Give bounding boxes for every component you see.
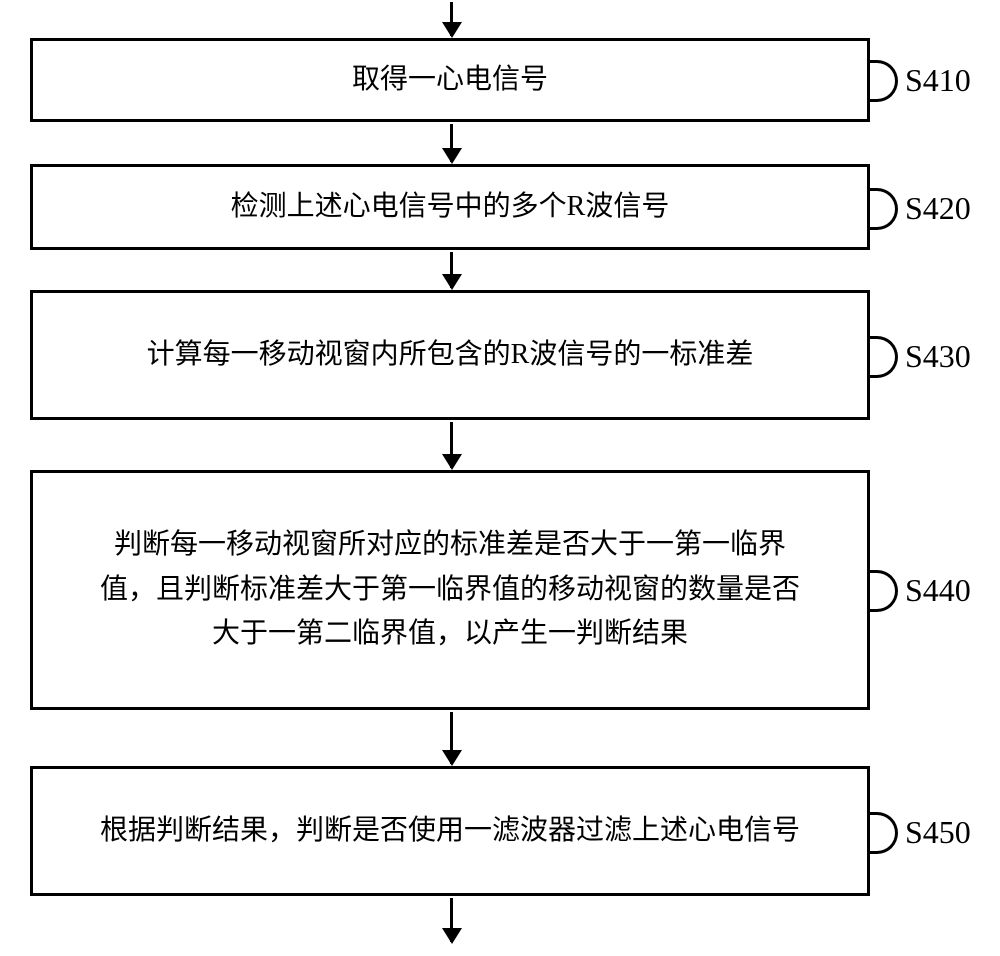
step-s430-text: 计算每一移动视窗内所包含的R波信号的一标准差 <box>147 333 754 378</box>
step-s420-label: S420 <box>905 190 971 227</box>
step-s410-label: S410 <box>905 62 971 99</box>
step-s450-label: S450 <box>905 814 971 851</box>
connector-s450 <box>870 812 898 854</box>
connector-s420 <box>870 188 898 230</box>
connector-s430 <box>870 336 898 378</box>
step-s440-label: S440 <box>905 572 971 609</box>
step-s440: 判断每一移动视窗所对应的标准差是否大于一第一临界值，且判断标准差大于第一临界值的… <box>30 470 870 710</box>
arrow-s430-s440 <box>450 422 453 468</box>
arrow-out <box>450 898 453 942</box>
step-s420-text: 检测上述心电信号中的多个R波信号 <box>231 185 670 230</box>
step-s410: 取得一心电信号 <box>30 38 870 122</box>
connector-s410 <box>870 60 898 102</box>
step-s440-text: 判断每一移动视窗所对应的标准差是否大于一第一临界值，且判断标准差大于第一临界值的… <box>90 523 810 657</box>
flowchart-container: 取得一心电信号 S410 检测上述心电信号中的多个R波信号 S420 计算每一移… <box>0 0 1000 956</box>
connector-s440 <box>870 570 898 612</box>
step-s430-label: S430 <box>905 338 971 375</box>
arrow-s420-s430 <box>450 252 453 288</box>
step-s420: 检测上述心电信号中的多个R波信号 <box>30 164 870 250</box>
step-s450-text: 根据判断结果，判断是否使用一滤波器过滤上述心电信号 <box>100 809 800 854</box>
step-s450: 根据判断结果，判断是否使用一滤波器过滤上述心电信号 <box>30 766 870 896</box>
arrow-s440-s450 <box>450 712 453 764</box>
arrow-in <box>450 2 453 36</box>
step-s430: 计算每一移动视窗内所包含的R波信号的一标准差 <box>30 290 870 420</box>
step-s410-text: 取得一心电信号 <box>352 58 548 103</box>
arrow-s410-s420 <box>450 124 453 162</box>
